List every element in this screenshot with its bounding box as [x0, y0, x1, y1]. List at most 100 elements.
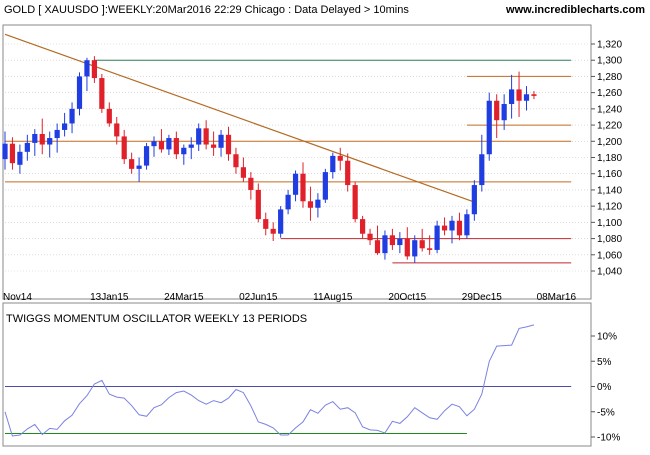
candle-body — [218, 134, 224, 148]
candle-body — [412, 240, 418, 257]
price-tick-label: 1,240 — [597, 104, 622, 115]
candle-body — [203, 128, 209, 145]
candle-body — [106, 108, 112, 124]
price-tick-label: 1,060 — [597, 250, 622, 261]
momentum-oscillator-line — [4, 324, 535, 437]
candle-body — [509, 89, 515, 104]
oscillator-tick-label: -10% — [597, 433, 620, 444]
date-tick-label: 24Mar15 — [164, 292, 204, 303]
chart-title: GOLD [ XAUUSDO ]:WEEKLY:20Mar2016 22:29 … — [4, 4, 409, 16]
candle-body — [501, 103, 507, 121]
candle-body — [389, 235, 395, 246]
candle-body — [516, 89, 522, 101]
candle-body — [69, 108, 75, 124]
candle-body — [419, 240, 425, 249]
candle-body — [486, 100, 492, 155]
candle-body — [32, 133, 38, 143]
oscillator-panel — [2, 302, 592, 447]
date-tick-label: 08Mar16 — [537, 292, 577, 303]
candle-body — [471, 185, 477, 215]
candle-body — [367, 233, 373, 241]
candle-body — [76, 76, 83, 109]
candle-body — [285, 194, 291, 210]
candle-body — [494, 100, 500, 121]
date-tick-label: 02Jun15 — [239, 292, 278, 303]
price-tick-label: 1,320 — [597, 40, 622, 51]
price-tick-label: 1,280 — [597, 72, 622, 83]
candle-body — [91, 60, 97, 79]
price-tick-label: 1,100 — [597, 218, 622, 229]
candle-body — [62, 123, 68, 130]
oscillator-tick-label: 5% — [597, 357, 612, 368]
candle-body — [47, 138, 53, 145]
candle-body — [24, 142, 30, 152]
candle-body — [39, 133, 45, 145]
candle-body — [173, 138, 179, 155]
candle-body — [9, 143, 16, 164]
candle-body — [382, 235, 388, 254]
candle-body — [158, 141, 165, 150]
candle-body — [352, 185, 358, 220]
date-tick-label: 20Oct15 — [388, 292, 426, 303]
candle-body — [129, 159, 135, 169]
candle-body — [121, 136, 127, 160]
downtrend-line — [4, 33, 475, 203]
candle-body — [263, 219, 269, 229]
price-tick-label: 1,200 — [597, 137, 622, 148]
date-tick-label: Nov14 — [3, 292, 32, 303]
candle-body — [225, 134, 232, 155]
candle-body — [136, 165, 142, 169]
candle-body — [143, 146, 150, 166]
candle-body — [337, 155, 343, 161]
candle-body — [397, 238, 403, 246]
candle-body — [307, 201, 314, 208]
oscillator-tick-label: 0% — [597, 382, 612, 393]
candle-body — [464, 214, 470, 236]
candle-body — [211, 144, 217, 148]
price-tick-label: 1,080 — [597, 234, 622, 245]
price-tick-label: 1,260 — [597, 88, 622, 99]
candle-body — [434, 225, 440, 250]
price-tick-label: 1,160 — [597, 169, 622, 180]
oscillator-reference-lines — [5, 386, 572, 434]
candle-body — [188, 144, 194, 148]
candle-body — [322, 172, 328, 200]
candle-body — [360, 219, 366, 234]
candle-body — [240, 167, 246, 178]
oscillator-axis: 10% 5% 0% -5% -10% — [591, 332, 620, 444]
candle-body — [2, 143, 8, 160]
price-tick-label: 1,040 — [597, 267, 622, 278]
candle-body — [531, 94, 537, 96]
candle-body — [345, 160, 351, 186]
price-axis: 1,320 1,300 1,280 1,260 1,240 1,220 1,200 1,180… — [3, 40, 622, 304]
candle-body — [114, 123, 120, 137]
candlestick-series — [2, 56, 537, 263]
candle-body — [300, 173, 306, 202]
candle-body — [441, 225, 448, 231]
price-panel — [2, 24, 592, 300]
date-tick-label: 29Dec15 — [462, 292, 502, 303]
oscillator-series — [4, 324, 535, 437]
candle-body — [523, 94, 530, 101]
oscillator-tick-label: -5% — [597, 407, 615, 418]
candle-body — [270, 228, 276, 234]
candle-body — [404, 238, 410, 257]
candle-body — [196, 128, 202, 145]
candle-body — [292, 173, 299, 195]
candle-body — [84, 60, 90, 77]
candle-body — [456, 220, 463, 236]
candle-body — [99, 78, 105, 109]
price-tick-label: 1,220 — [597, 121, 622, 132]
price-tick-label: 1,120 — [597, 202, 622, 213]
oscillator-title: TWIGGS MOMENTUM OSCILLATOR WEEKLY 13 PER… — [6, 313, 307, 325]
candle-body — [181, 147, 187, 155]
candle-body — [374, 240, 381, 254]
price-tick-label: 1,140 — [597, 185, 622, 196]
candle-body — [17, 151, 23, 165]
candle-body — [248, 177, 254, 190]
candle-body — [166, 138, 172, 150]
site-label: www.incrediblecharts.com — [505, 4, 645, 16]
candle-body — [255, 189, 261, 220]
